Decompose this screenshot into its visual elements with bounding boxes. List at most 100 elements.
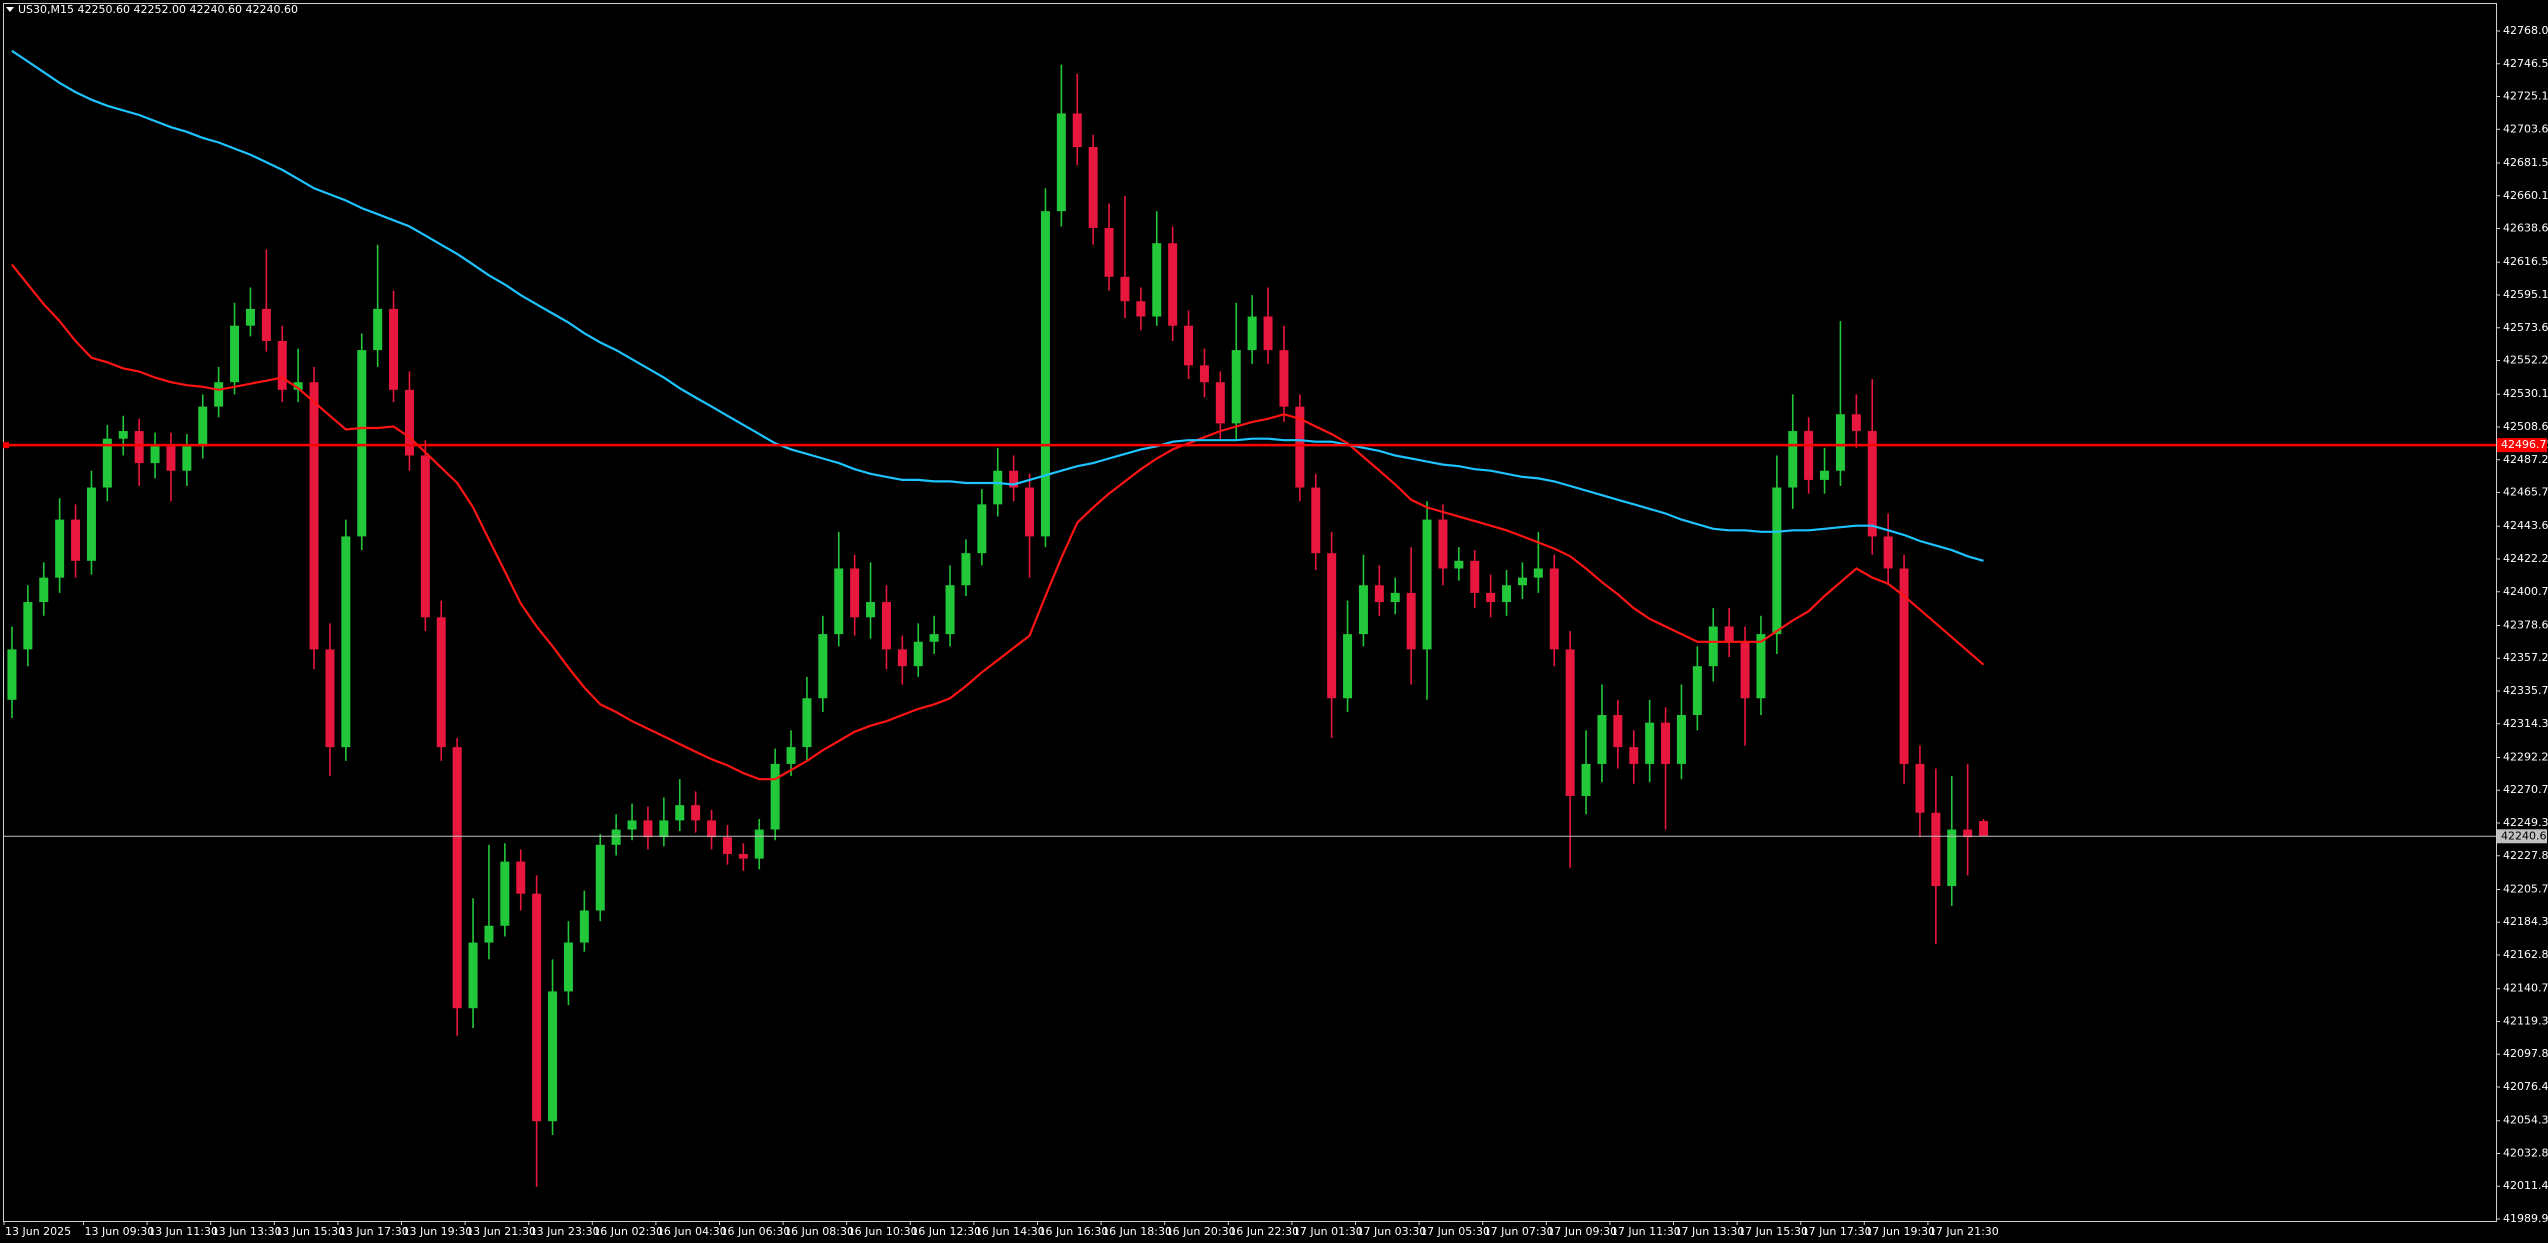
y-tick-label: 42552.20 — [2503, 354, 2548, 367]
x-tick-label: 16 Jun 02:30 — [593, 1225, 663, 1238]
x-tick-label: 17 Jun 17:30 — [1802, 1225, 1872, 1238]
candle-body — [738, 853, 748, 859]
x-tick-label: 16 Jun 16:30 — [1039, 1225, 1109, 1238]
y-tick-label: 42249.30 — [2503, 816, 2548, 829]
candle-body — [1629, 747, 1639, 764]
menu-triangle — [6, 7, 14, 12]
moving-average-line — [11, 49, 1984, 562]
y-tick-label: 42378.65 — [2503, 618, 2548, 631]
y-tick-label: 42162.85 — [2503, 948, 2548, 961]
candle-body — [627, 820, 637, 830]
x-tick-label: 17 Jun 15:30 — [1738, 1225, 1808, 1238]
candle-body — [945, 585, 955, 635]
y-tick-label: 42573.65 — [2503, 321, 2548, 334]
candle-body — [1851, 414, 1861, 432]
candle-body — [182, 446, 192, 471]
y-tick-label: 42292.20 — [2503, 750, 2548, 763]
candle-body — [1231, 350, 1241, 424]
y-tick-label: 42184.30 — [2503, 915, 2548, 928]
candle-body — [357, 350, 367, 537]
y-tick-label: 42616.55 — [2503, 255, 2548, 268]
x-tick-label: 16 Jun 06:30 — [721, 1225, 791, 1238]
candle-body — [1502, 585, 1512, 603]
candle-body — [977, 504, 987, 554]
y-tick-label: 42638.65 — [2503, 222, 2548, 235]
x-tick-label: 17 Jun 11:30 — [1611, 1225, 1681, 1238]
y-tick-label: 42076.40 — [2503, 1080, 2548, 1093]
moving-average-line — [11, 263, 1985, 781]
y-tick-label: 42681.55 — [2503, 156, 2548, 169]
price-label-box — [2497, 438, 2547, 453]
candle-body — [261, 308, 271, 341]
candle-body — [341, 536, 351, 748]
y-tick-label: 42140.75 — [2503, 982, 2548, 995]
candle-body — [1692, 666, 1702, 716]
y-tick-label: 42768.00 — [2503, 24, 2548, 37]
candle-body — [786, 747, 796, 764]
y-tick-label: 42487.20 — [2503, 453, 2548, 466]
candle-body — [595, 844, 605, 911]
y-tick-label: 42400.75 — [2503, 585, 2548, 598]
candle-body — [1931, 812, 1941, 887]
candle-body — [1152, 243, 1162, 317]
candle-body — [1788, 431, 1798, 488]
x-tick-label: 13 Jun 09:30 — [85, 1225, 155, 1238]
candle-body — [516, 861, 526, 894]
candle-body — [1358, 585, 1368, 635]
candle-body — [1661, 722, 1671, 764]
candle-body — [1756, 634, 1766, 699]
candle-body — [198, 406, 208, 447]
x-tick-label: 13 Jun 2025 — [5, 1225, 71, 1238]
x-tick-label: 17 Jun 05:30 — [1420, 1225, 1490, 1238]
candle-body — [834, 568, 844, 635]
plot-frame — [3, 3, 2497, 1222]
candle-body — [1072, 113, 1082, 148]
candle-body — [309, 382, 319, 650]
candle-body — [166, 446, 176, 471]
candle-body — [691, 805, 701, 821]
candle-body — [1835, 414, 1845, 471]
price-label: 42240.60 — [2501, 829, 2548, 842]
x-tick-label: 16 Jun 18:30 — [1102, 1225, 1172, 1238]
x-tick-label: 13 Jun 15:30 — [275, 1225, 345, 1238]
candle-body — [866, 602, 876, 618]
y-tick-label: 42119.30 — [2503, 1014, 2548, 1027]
candle-body — [1199, 365, 1209, 383]
candle-body — [961, 553, 971, 586]
candle-body — [1406, 592, 1416, 650]
y-tick-label: 42097.85 — [2503, 1047, 2548, 1060]
x-tick-label: 16 Jun 08:30 — [784, 1225, 854, 1238]
candle-body — [1136, 301, 1146, 317]
candle-body — [1088, 147, 1098, 228]
candle-body — [1883, 536, 1893, 569]
candle-body — [643, 820, 653, 838]
candle-body — [1772, 487, 1782, 635]
y-tick-label: 42032.85 — [2503, 1146, 2548, 1159]
y-tick-label: 42422.20 — [2503, 552, 2548, 565]
candle-body — [71, 519, 81, 561]
candle-body — [1486, 592, 1496, 603]
y-tick-label: 42660.10 — [2503, 189, 2548, 202]
x-tick-label: 17 Jun 21:30 — [1929, 1225, 1999, 1238]
y-tick-label: 42227.85 — [2503, 849, 2548, 862]
candle-body — [1311, 487, 1321, 554]
y-tick-label: 42054.30 — [2503, 1114, 2548, 1127]
candle-body — [1279, 350, 1289, 407]
candle-body — [707, 820, 717, 838]
candle-body — [1438, 519, 1448, 569]
candle-body — [150, 446, 160, 464]
price-label: 42496.75 — [2501, 438, 2548, 451]
candle-body — [230, 325, 240, 383]
candle-body — [802, 698, 812, 748]
candle-body — [897, 649, 907, 667]
candle-body — [722, 837, 732, 854]
candle-body — [1422, 519, 1432, 650]
candle-body — [86, 487, 96, 561]
candle-body — [1915, 763, 1925, 813]
candle-body — [277, 340, 287, 390]
candle-body — [1247, 316, 1257, 351]
candle-body — [1168, 243, 1178, 326]
candle-body — [1374, 585, 1384, 603]
y-tick-label: 42746.55 — [2503, 57, 2548, 70]
